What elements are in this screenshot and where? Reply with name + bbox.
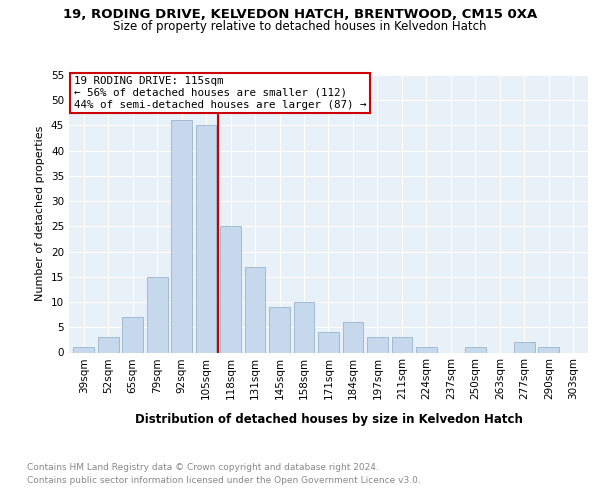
Text: Size of property relative to detached houses in Kelvedon Hatch: Size of property relative to detached ho… [113, 20, 487, 33]
Bar [416, 348, 437, 352]
Bar [392, 338, 412, 352]
Bar [293, 302, 314, 352]
Bar [245, 266, 265, 352]
Bar [196, 126, 217, 352]
Text: Distribution of detached houses by size in Kelvedon Hatch: Distribution of detached houses by size … [135, 412, 523, 426]
Y-axis label: Number of detached properties: Number of detached properties [35, 126, 46, 302]
Bar [514, 342, 535, 352]
Bar [171, 120, 192, 352]
Text: Contains HM Land Registry data © Crown copyright and database right 2024.: Contains HM Land Registry data © Crown c… [27, 462, 379, 471]
Bar [147, 277, 167, 352]
Bar [538, 348, 559, 352]
Bar [367, 338, 388, 352]
Bar [98, 338, 119, 352]
Bar [343, 322, 364, 352]
Text: 19, RODING DRIVE, KELVEDON HATCH, BRENTWOOD, CM15 0XA: 19, RODING DRIVE, KELVEDON HATCH, BRENTW… [63, 8, 537, 20]
Bar [122, 317, 143, 352]
Bar [73, 348, 94, 352]
Text: 19 RODING DRIVE: 115sqm
← 56% of detached houses are smaller (112)
44% of semi-d: 19 RODING DRIVE: 115sqm ← 56% of detache… [74, 76, 367, 110]
Bar [220, 226, 241, 352]
Bar [465, 348, 486, 352]
Text: Contains public sector information licensed under the Open Government Licence v3: Contains public sector information licen… [27, 476, 421, 485]
Bar [318, 332, 339, 352]
Bar [269, 307, 290, 352]
